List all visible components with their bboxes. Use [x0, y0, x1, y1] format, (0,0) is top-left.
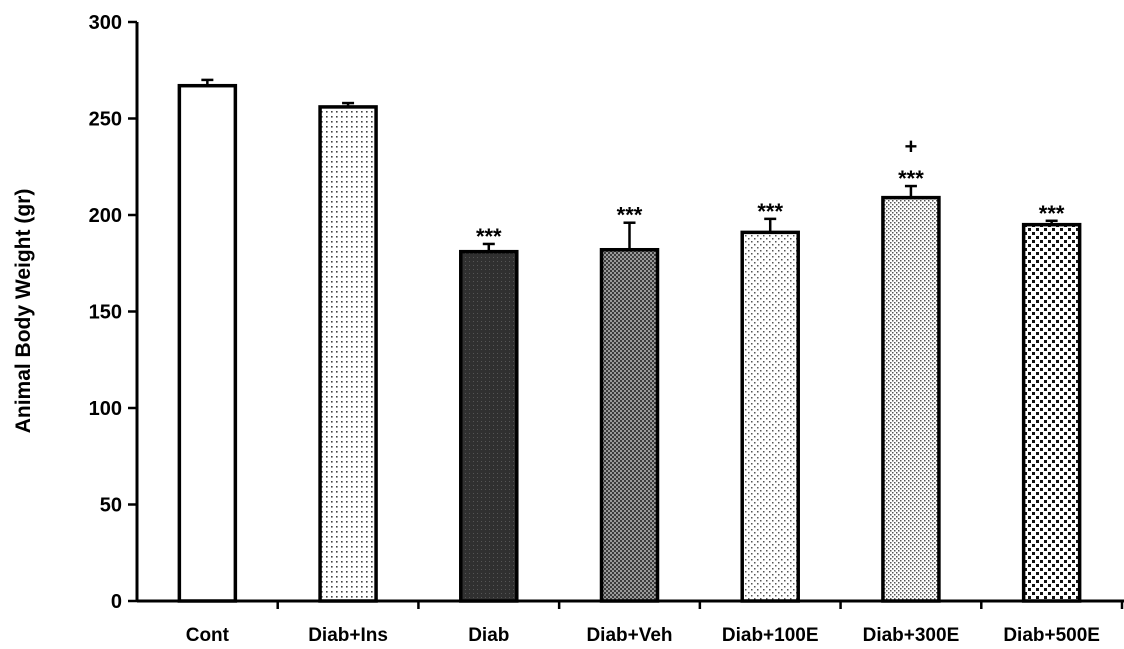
bar	[177, 83, 238, 603]
significance-stars: ***	[476, 224, 502, 249]
x-axis-ticks: Cont Diab+Ins Diab Diab+Veh Diab+100E Diab+30…	[186, 601, 1124, 646]
x-category-label: Diab+100E	[722, 625, 819, 646]
x-category-label: Diab+300E	[863, 625, 960, 646]
significance-stars: ***	[617, 203, 643, 228]
y-tick-label: 300	[89, 12, 122, 34]
y-tick-label: 100	[89, 398, 122, 420]
x-category-label: Diab+Veh	[586, 625, 672, 646]
bar	[1021, 222, 1082, 603]
y-tick-label: 250	[89, 109, 122, 131]
bar	[740, 230, 800, 603]
x-category-label: Diab+Ins	[308, 625, 388, 646]
significance-annotations: *** *** *** + *** ***	[476, 134, 1065, 249]
y-axis-ticks: 0 50 100 150 200 250 300	[89, 12, 137, 613]
bar	[881, 195, 941, 603]
bars-group	[177, 78, 1082, 603]
bar	[318, 105, 378, 603]
x-category-label: Diab+500E	[1003, 625, 1100, 646]
plus-annotation: +	[904, 134, 917, 159]
bar	[599, 247, 660, 603]
y-tick-label: 200	[89, 205, 122, 227]
significance-stars: ***	[757, 199, 783, 224]
y-tick-label: 0	[111, 591, 122, 613]
significance-stars: ***	[898, 166, 924, 191]
bar	[459, 249, 519, 603]
y-tick-label: 150	[89, 302, 122, 324]
significance-stars: ***	[1039, 201, 1065, 226]
y-axis-title: Animal Body Weight (gr)	[12, 189, 35, 434]
x-category-label: Diab	[468, 625, 509, 646]
y-tick-label: 50	[100, 495, 122, 517]
x-category-label: Cont	[186, 625, 230, 646]
